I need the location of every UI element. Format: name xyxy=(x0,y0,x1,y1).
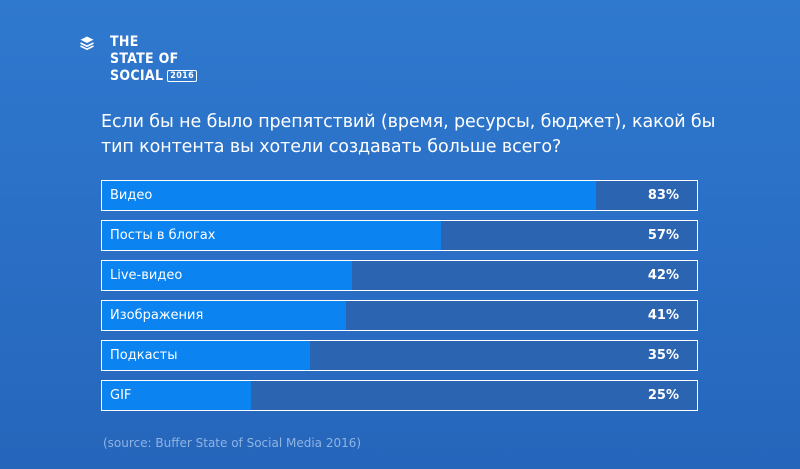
logo-year-badge: 2016 xyxy=(167,70,198,82)
bar-row: Видео 83% xyxy=(101,180,698,211)
bar-row: Подкасты 35% xyxy=(101,340,698,371)
logo-line-3: SOCIAL 2016 xyxy=(110,68,198,85)
bar-row: GIF 25% xyxy=(101,380,698,411)
bar xyxy=(102,221,442,250)
bar-row: Изображения 41% xyxy=(101,300,698,331)
buffer-stack-icon xyxy=(80,36,94,50)
bar xyxy=(102,301,346,330)
bar-value-label: 25% xyxy=(647,388,679,403)
bar-chart: Видео 83% Посты в блогах 57% Live-видео 42% Из… xyxy=(101,180,698,420)
bar-category-label: Видео xyxy=(110,188,153,203)
bar-row: Live-видео 42% xyxy=(101,260,698,291)
bar-value-label: 42% xyxy=(647,268,679,283)
logo-text: THE STATE OF SOCIAL 2016 xyxy=(110,34,198,85)
bar-category-label: Посты в блогах xyxy=(110,228,216,243)
bar-value-label: 41% xyxy=(647,308,679,323)
logo-line-2: STATE OF xyxy=(110,51,179,67)
bar-row: Посты в блогах 57% xyxy=(101,220,698,251)
bar-category-label: Подкасты xyxy=(110,348,178,363)
bar xyxy=(102,341,311,370)
bar-value-label: 57% xyxy=(647,228,679,243)
bar xyxy=(102,381,251,410)
bar-value-label: 83% xyxy=(647,188,679,203)
bar-category-label: GIF xyxy=(110,388,132,403)
bar xyxy=(102,261,352,290)
logo-line-1: THE xyxy=(110,34,139,50)
bar-category-label: Изображения xyxy=(110,308,204,323)
chart-title: Если бы не было препятствий (время, ресу… xyxy=(101,112,716,157)
source-note: (source: Buffer State of Social Media 20… xyxy=(103,436,362,450)
bar xyxy=(102,181,596,210)
logo-line-3-text: SOCIAL xyxy=(110,68,164,84)
bar-value-label: 35% xyxy=(647,348,679,363)
bar-category-label: Live-видео xyxy=(110,268,183,283)
